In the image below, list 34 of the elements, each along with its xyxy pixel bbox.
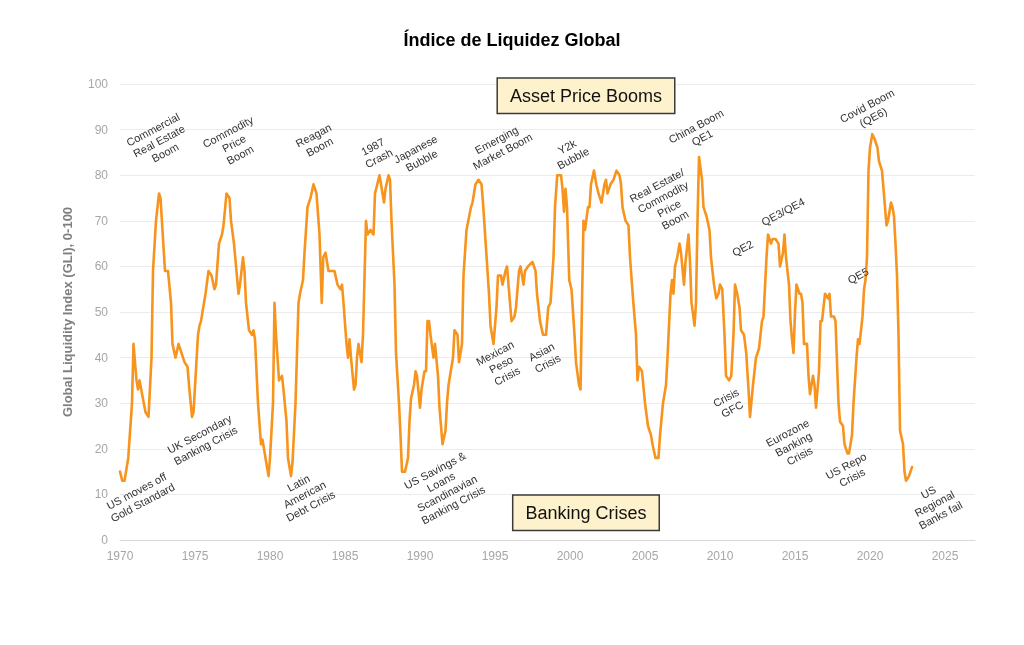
annotation: US Repo Crisis bbox=[823, 450, 869, 490]
annotation: QE5 bbox=[845, 265, 871, 286]
annotation: Asian Crisis bbox=[526, 340, 563, 376]
annotation: 1987 Crash bbox=[359, 135, 395, 171]
y-tick-label: 10 bbox=[94, 487, 109, 502]
y-tick-label: 20 bbox=[94, 441, 109, 456]
x-tick-label: 2000 bbox=[556, 549, 584, 563]
x-tick-label: 2010 bbox=[706, 549, 734, 563]
y-axis-title: Global Liquidity Index (GLI), 0-100 bbox=[60, 206, 75, 418]
annotation: China Boom QE1 bbox=[666, 106, 726, 149]
x-tick-label: 1985 bbox=[331, 549, 359, 563]
x-tick-label: 1995 bbox=[481, 549, 509, 563]
x-tick-label: 2025 bbox=[931, 549, 959, 563]
x-tick-label: 1980 bbox=[256, 549, 284, 563]
y-tick-label: 90 bbox=[94, 122, 109, 137]
y-tick-label: 30 bbox=[94, 396, 109, 411]
y-tick-label: 50 bbox=[94, 305, 109, 319]
y-tick-label: 100 bbox=[87, 77, 109, 91]
y-tick-label: 60 bbox=[94, 259, 109, 274]
x-tick-label: 2015 bbox=[781, 549, 809, 563]
y-tick-label: 70 bbox=[94, 213, 109, 228]
x-tick-label: 2005 bbox=[631, 549, 659, 563]
chart-title: Índice de Liquidez Global bbox=[403, 29, 621, 50]
y-tick-label: 0 bbox=[101, 533, 109, 547]
y-tick-label: 80 bbox=[94, 168, 109, 183]
annotation: Banking Crises bbox=[525, 502, 647, 523]
annotation: Crisis GFC bbox=[711, 385, 746, 420]
x-tick-label: 1970 bbox=[106, 549, 134, 563]
x-tick-label: 1975 bbox=[181, 549, 209, 563]
x-tick-label: 2020 bbox=[856, 549, 884, 563]
annotation: QE2 bbox=[729, 237, 756, 259]
x-tick-label: 1990 bbox=[406, 549, 434, 563]
y-tick-label: 40 bbox=[94, 350, 109, 365]
annotation: Asset Price Booms bbox=[509, 85, 663, 106]
